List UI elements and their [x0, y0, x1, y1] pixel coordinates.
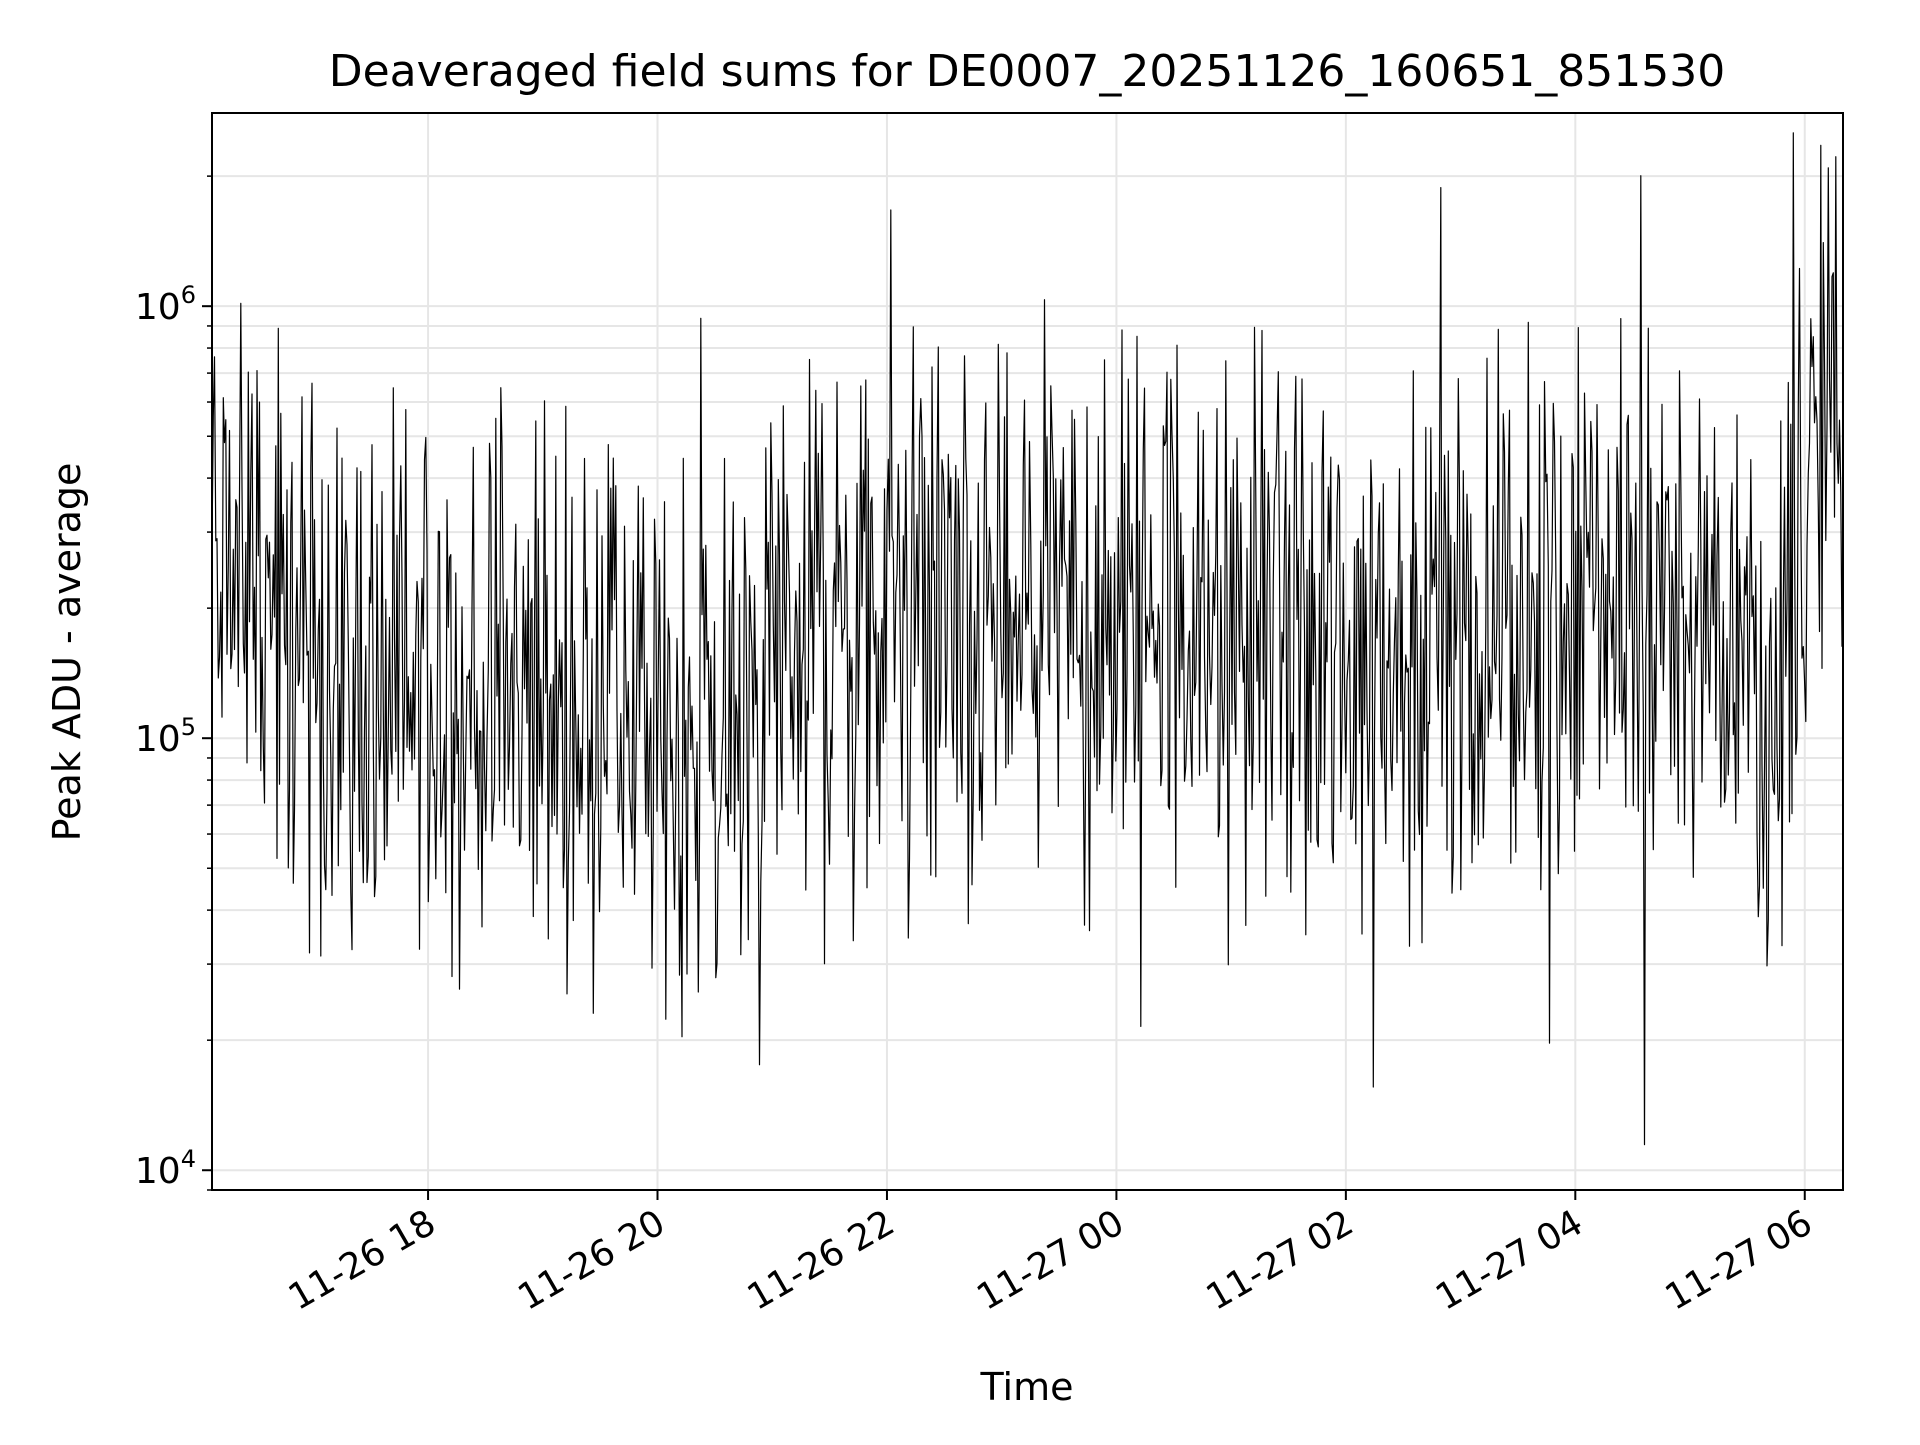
plot-frame — [211, 112, 1844, 1191]
y-tick-label: 104 — [135, 1145, 196, 1192]
series-line-0 — [211, 132, 1843, 1146]
y-tick-label: 105 — [135, 713, 196, 760]
y-tick-label: 106 — [135, 281, 196, 328]
series-layer — [211, 132, 1843, 1146]
x-axis-label: Time — [980, 1365, 1074, 1409]
y-axis-label: Peak ADU - average — [45, 463, 89, 842]
chart-title: Deaveraged field sums for DE0007_2025112… — [329, 46, 1726, 97]
